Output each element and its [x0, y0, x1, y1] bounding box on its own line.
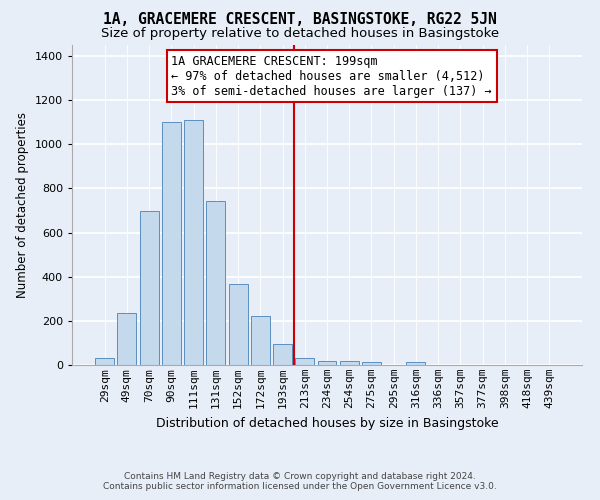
Y-axis label: Number of detached properties: Number of detached properties — [16, 112, 29, 298]
Text: 1A GRACEMERE CRESCENT: 199sqm
← 97% of detached houses are smaller (4,512)
3% of: 1A GRACEMERE CRESCENT: 199sqm ← 97% of d… — [172, 54, 492, 98]
Bar — [162, 122, 181, 365]
Bar — [340, 360, 359, 365]
Text: Contains HM Land Registry data © Crown copyright and database right 2024.
Contai: Contains HM Land Registry data © Crown c… — [103, 472, 497, 491]
Bar — [140, 210, 158, 365]
Bar — [229, 284, 248, 365]
X-axis label: Distribution of detached houses by size in Basingstoke: Distribution of detached houses by size … — [155, 416, 499, 430]
Bar — [206, 200, 225, 365]
Text: Size of property relative to detached houses in Basingstoke: Size of property relative to detached ho… — [101, 28, 499, 40]
Text: 1A, GRACEMERE CRESCENT, BASINGSTOKE, RG22 5JN: 1A, GRACEMERE CRESCENT, BASINGSTOKE, RG2… — [103, 12, 497, 28]
Bar — [295, 358, 314, 365]
Bar — [362, 362, 381, 365]
Bar — [251, 316, 270, 365]
Bar — [95, 358, 114, 365]
Bar — [317, 360, 337, 365]
Bar — [184, 120, 203, 365]
Bar — [406, 362, 425, 365]
Bar — [273, 344, 292, 365]
Bar — [118, 313, 136, 365]
